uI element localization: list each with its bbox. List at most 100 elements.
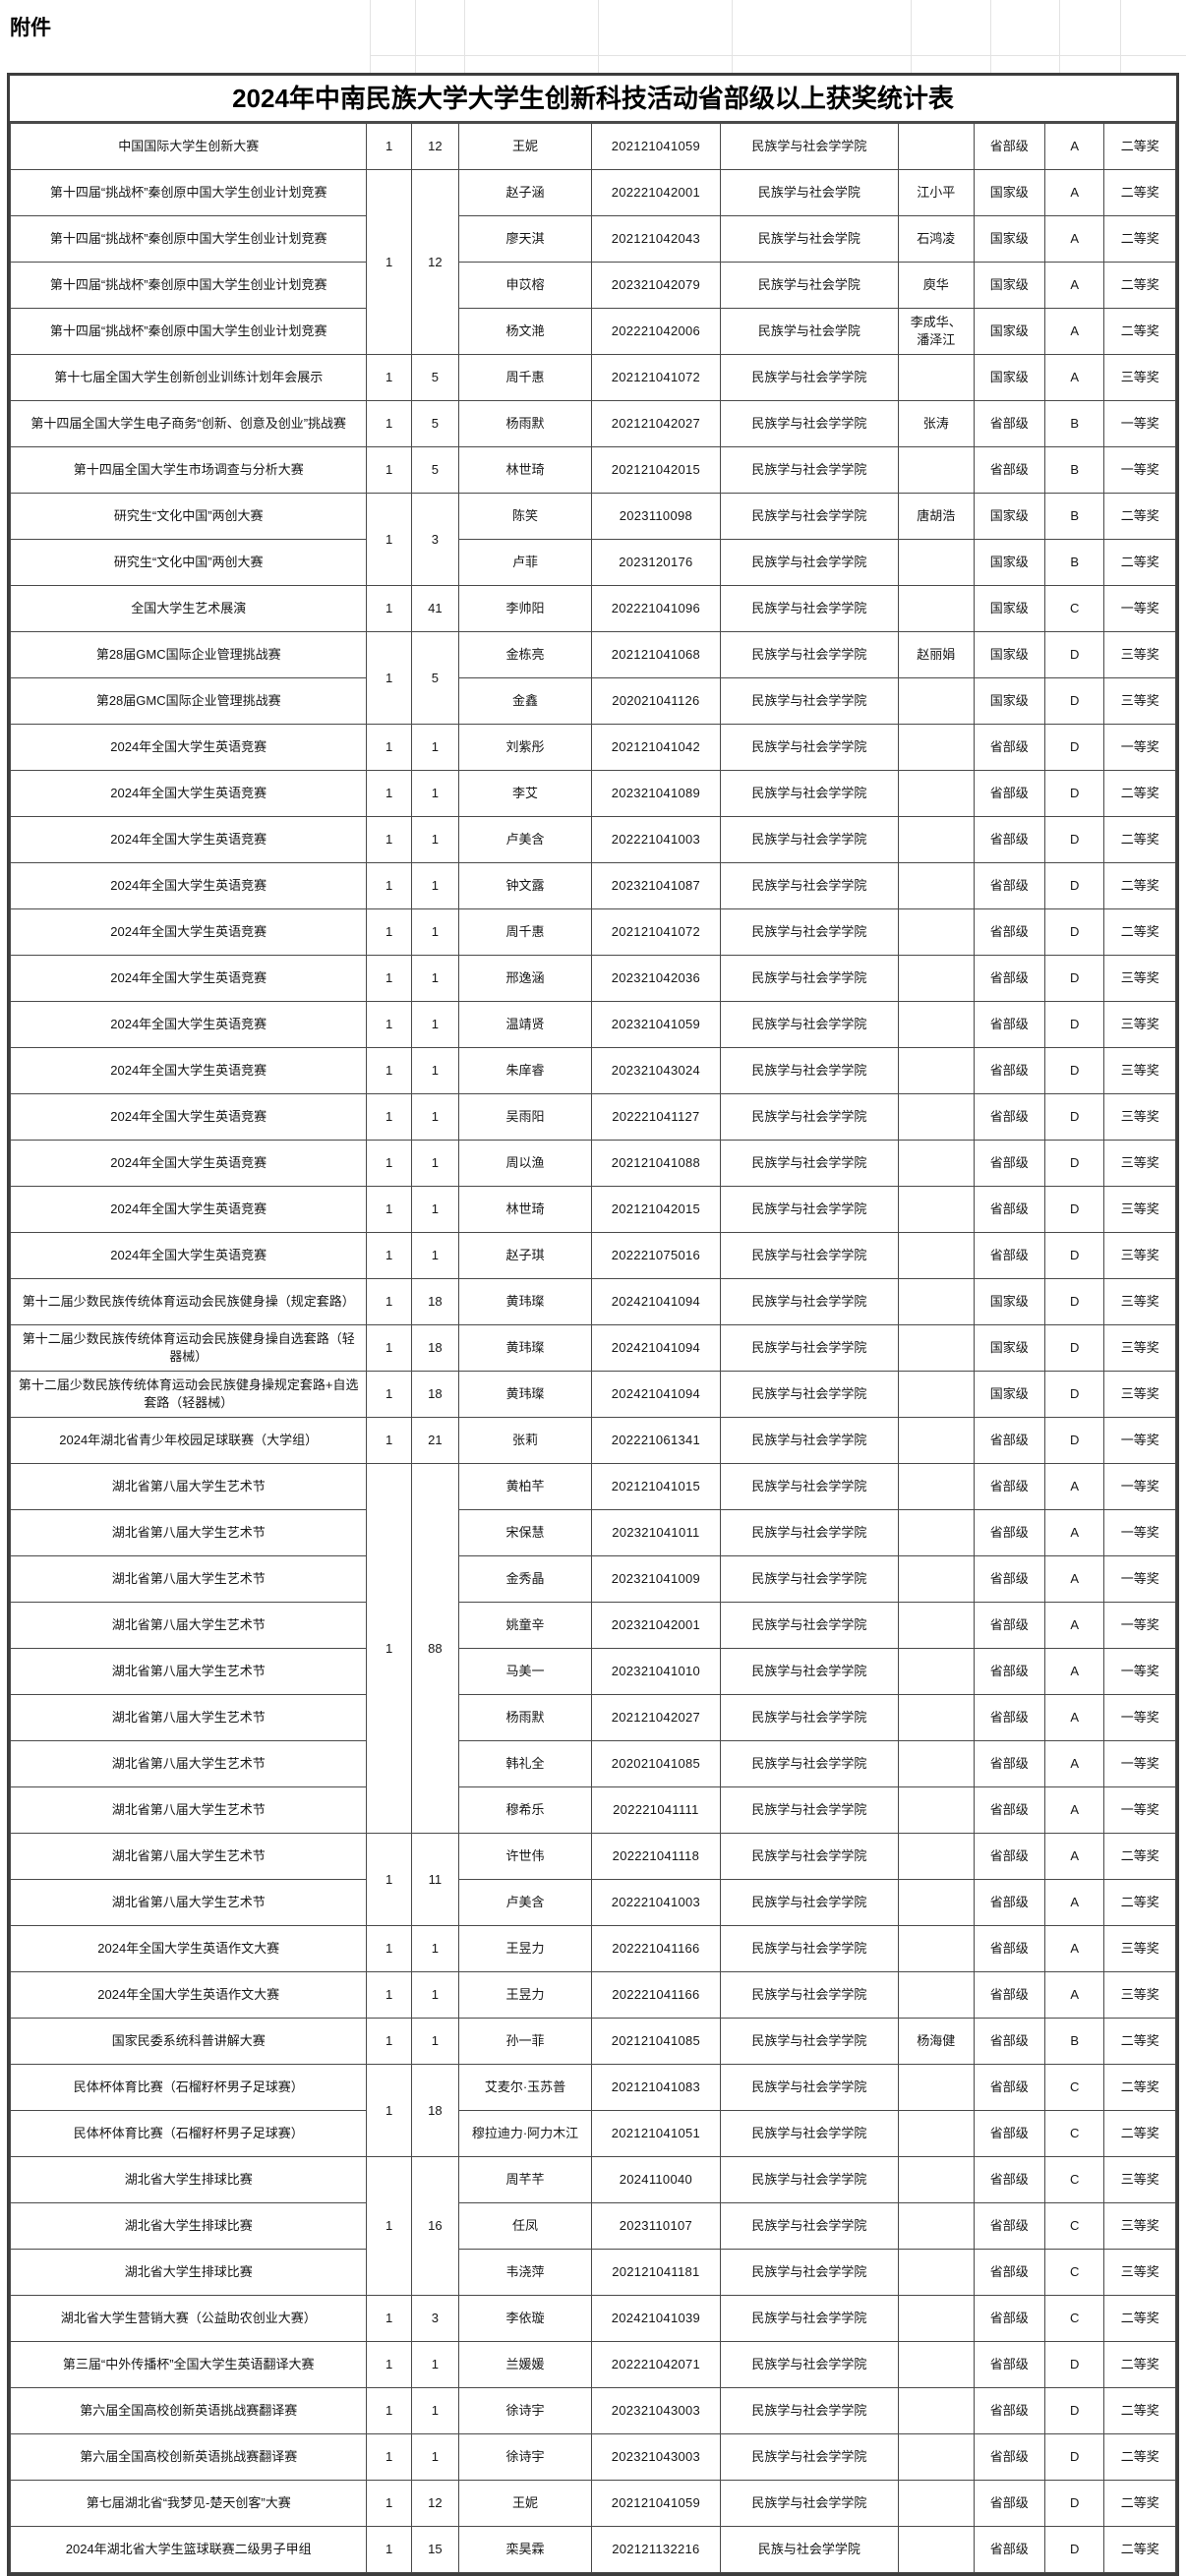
projects-count-cell: 1	[366, 2480, 412, 2527]
advisor-cell	[898, 2387, 975, 2434]
table-row: 第十四届“挑战杯”秦创原中国大学生创业计划竞赛 杨文滟 202221042006 民族…	[9, 308, 1176, 355]
level-cell: 省部级	[973, 2110, 1046, 2157]
award-cell: 二等奖	[1103, 862, 1176, 909]
college-cell: 民族学与社会学学院	[719, 2295, 900, 2342]
student-id-cell: 202121042027	[590, 400, 721, 447]
student-name-cell: 王妮	[458, 2480, 592, 2527]
award-cell: 一等奖	[1103, 1602, 1176, 1649]
level-cell: 国家级	[973, 677, 1046, 725]
grade-cell: A	[1044, 1786, 1105, 1834]
competition-cell: 2024年全国大学生英语竞赛	[9, 955, 368, 1002]
grade-cell: A	[1044, 169, 1105, 216]
student-id-cell: 202221041003	[590, 816, 721, 863]
student-id-cell: 202321041011	[590, 1509, 721, 1556]
faint-gridline-vertical	[415, 0, 416, 73]
student-name-cell: 王昱力	[458, 1925, 592, 1972]
table-row: 全国大学生艺术展演 1 41 李帅阳 202221041096 民族学与社会学学院 国家级 C…	[9, 585, 1176, 632]
participants-count-cell: 1	[410, 1925, 460, 1972]
level-cell: 省部级	[973, 1047, 1046, 1094]
advisor-cell	[898, 2341, 975, 2388]
student-name-cell: 韦浇萍	[458, 2249, 592, 2296]
table-row: 第七届湖北省“我梦见-楚天创客”大赛 1 12 王妮 202121041059 民族学与社…	[9, 2480, 1176, 2527]
table-row: 2024年全国大学生英语竞赛 1 1 周千惠 202121041072 民族学与社会学学院…	[9, 908, 1176, 956]
participants-count-cell: 5	[410, 400, 460, 447]
participants-count-cell: 1	[410, 1140, 460, 1187]
level-cell: 省部级	[973, 400, 1046, 447]
award-cell: 一等奖	[1103, 446, 1176, 494]
college-cell: 民族学与社会学学院	[719, 2480, 900, 2527]
grade-cell: A	[1044, 215, 1105, 263]
student-id-cell: 2023120176	[590, 539, 721, 586]
competition-cell: 湖北省大学生排球比赛	[9, 2249, 368, 2296]
award-cell: 一等奖	[1103, 1786, 1176, 1834]
level-cell: 省部级	[973, 1971, 1046, 2019]
grade-cell: A	[1044, 1509, 1105, 1556]
college-cell: 民族学与社会学学院	[719, 770, 900, 817]
student-name-cell: 李依璇	[458, 2295, 592, 2342]
award-cell: 一等奖	[1103, 724, 1176, 771]
advisor-cell	[898, 2156, 975, 2203]
competition-cell: 湖北省第八届大学生艺术节	[9, 1833, 368, 1880]
advisor-cell	[898, 1463, 975, 1510]
advisor-cell	[898, 1509, 975, 1556]
faint-gridline-vertical	[370, 0, 371, 73]
participants-count-cell: 18	[410, 1324, 460, 1372]
student-id-cell: 2023110107	[590, 2202, 721, 2250]
projects-count-cell: 1	[366, 955, 412, 1002]
projects-count-cell: 1	[366, 2064, 412, 2157]
participants-count-cell: 18	[410, 1278, 460, 1325]
projects-count-cell: 1	[366, 1925, 412, 1972]
competition-cell: 湖北省大学生排球比赛	[9, 2156, 368, 2203]
competition-cell: 湖北省第八届大学生艺术节	[9, 1602, 368, 1649]
award-cell: 一等奖	[1103, 1694, 1176, 1741]
advisor-cell	[898, 1047, 975, 1094]
table-row: 第十二届少数民族传统体育运动会民族健身操规定套路+自选套路（轻器械） 1 18 黄玮璨…	[9, 1371, 1176, 1418]
student-id-cell: 202421041094	[590, 1324, 721, 1372]
student-id-cell: 202121041088	[590, 1140, 721, 1187]
advisor-cell	[898, 955, 975, 1002]
grade-cell: D	[1044, 1232, 1105, 1279]
participants-count-cell: 1	[410, 2387, 460, 2434]
advisor-cell	[898, 1186, 975, 1233]
advisor-cell	[898, 816, 975, 863]
attachment-label: 附件	[10, 17, 51, 39]
table-row: 湖北省第八届大学生艺术节 姚童辛 202321042001 民族学与社会学学院 省部级 A…	[9, 1602, 1176, 1649]
competition-cell: 2024年全国大学生英语竞赛	[9, 724, 368, 771]
student-name-cell: 陈笑	[458, 493, 592, 540]
advisor-cell	[898, 2249, 975, 2296]
grade-cell: A	[1044, 1648, 1105, 1695]
student-id-cell: 202221041127	[590, 1093, 721, 1141]
competition-cell: 第十四届“挑战杯”秦创原中国大学生创业计划竞赛	[9, 308, 368, 355]
projects-count-cell: 1	[366, 770, 412, 817]
student-name-cell: 李帅阳	[458, 585, 592, 632]
student-id-cell: 202321041010	[590, 1648, 721, 1695]
college-cell: 民族学与社会学学院	[719, 2341, 900, 2388]
grade-cell: D	[1044, 955, 1105, 1002]
college-cell: 民族学与社会学学院	[719, 1833, 900, 1880]
award-cell: 三等奖	[1103, 1925, 1176, 1972]
college-cell: 民族学与社会学学院	[719, 1186, 900, 1233]
projects-count-cell: 1	[366, 123, 412, 170]
level-cell: 省部级	[973, 1602, 1046, 1649]
projects-count-cell: 1	[366, 2433, 412, 2481]
college-cell: 民族学与社会学学院	[719, 354, 900, 401]
award-cell: 三等奖	[1103, 1093, 1176, 1141]
level-cell: 省部级	[973, 1417, 1046, 1464]
grade-cell: D	[1044, 1140, 1105, 1187]
award-cell: 二等奖	[1103, 169, 1176, 216]
participants-count-cell: 5	[410, 446, 460, 494]
participants-count-cell: 3	[410, 2295, 460, 2342]
competition-cell: 2024年全国大学生英语作文大赛	[9, 1971, 368, 2019]
level-cell: 国家级	[973, 1278, 1046, 1325]
level-cell: 国家级	[973, 354, 1046, 401]
participants-count-cell: 1	[410, 1093, 460, 1141]
grade-cell: B	[1044, 400, 1105, 447]
participants-count-cell: 3	[410, 493, 460, 586]
participants-count-cell: 1	[410, 816, 460, 863]
student-id-cell: 202221042071	[590, 2341, 721, 2388]
table-row: 2024年全国大学生英语竞赛 1 1 吴雨阳 202221041127 民族学与社会学学院…	[9, 1093, 1176, 1141]
table-row: 2024年全国大学生英语竞赛 1 1 邢逸涵 202321042036 民族学与社会学学院…	[9, 955, 1176, 1002]
level-cell: 省部级	[973, 1833, 1046, 1880]
competition-cell: 第十七届全国大学生创新创业训练计划年会展示	[9, 354, 368, 401]
table-row: 湖北省大学生营销大赛（公益助农创业大赛） 1 3 李依璇 202421041039 民族学…	[9, 2295, 1176, 2342]
